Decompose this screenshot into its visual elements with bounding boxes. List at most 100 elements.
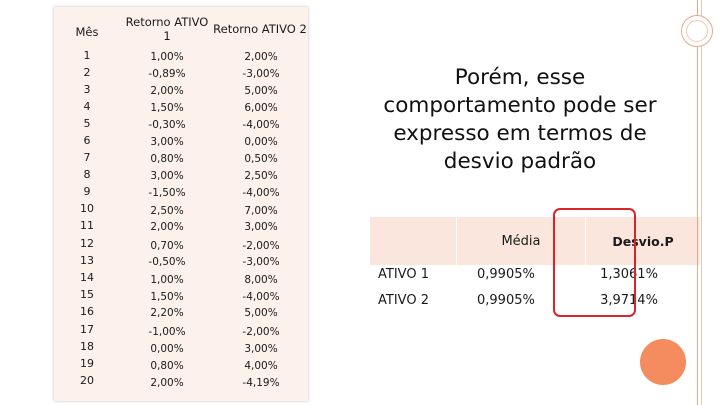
summary-header-media: Média <box>457 217 585 265</box>
headline-line: comportamento pode ser <box>383 93 657 118</box>
cell-mes: 16 <box>80 305 94 318</box>
cell-mes: 14 <box>80 271 94 284</box>
headline-line: Porém, esse <box>454 65 586 90</box>
cell-ativo1: -0,30% <box>148 119 186 131</box>
cell-ativo2: 5,00% <box>244 307 278 319</box>
table-row: 4 1,50% 6,00% <box>54 100 308 117</box>
cell-ativo1: 1,50% <box>150 102 184 114</box>
cell-mes: 3 <box>83 83 91 96</box>
decorative-line <box>701 0 702 405</box>
decorative-dot-icon <box>640 339 686 385</box>
cell-ativo2: -3,00% <box>242 68 280 80</box>
cell-ativo2: 6,00% <box>244 102 278 114</box>
table-row: 18 0,00% 3,00% <box>54 340 308 357</box>
cell-mes: 15 <box>80 288 94 301</box>
summary-header-desvio-label: Desvio.P <box>612 234 674 249</box>
cell-mes: 1 <box>83 49 91 62</box>
decorative-ring-icon <box>681 15 713 47</box>
table-row: 9 -1,50% -4,00% <box>54 185 308 202</box>
table-row: 11 2,00% 3,00% <box>54 219 308 236</box>
table-row: 7 0,80% 0,50% <box>54 151 308 168</box>
summary-header-blank <box>370 217 456 265</box>
header-ativo1-line2: 1 <box>163 29 171 43</box>
cell-ativo1: 0,80% <box>150 153 184 165</box>
cell-ativo1: 1,00% <box>150 51 184 63</box>
header-ativo2: Retorno ATIVO 2 <box>213 22 307 36</box>
cell-ativo2: 8,00% <box>244 274 278 286</box>
cell-ativo2: 5,00% <box>244 85 278 97</box>
cell-mes: 12 <box>80 237 94 250</box>
cell-ativo1: -0,89% <box>148 68 186 80</box>
cell-ativo2: -4,00% <box>242 119 280 131</box>
table-row: 19 0,80% 4,00% <box>54 357 308 374</box>
summary-row: ATIVO 1 0,9905% 1,3061% <box>370 263 700 289</box>
summary-table: Média Desvio.P ATIVO 1 0,9905% 1,3061% A… <box>370 215 700 315</box>
cell-mes: 9 <box>83 185 91 198</box>
table-row: 8 3,00% 2,50% <box>54 168 308 185</box>
cell-ativo1: 1,50% <box>150 291 184 303</box>
summary-row-desvio: 1,3061% <box>600 267 658 282</box>
table-row: 10 2,50% 7,00% <box>54 202 308 219</box>
cell-ativo2: -2,00% <box>242 240 280 252</box>
header-mes: Mês <box>75 25 99 39</box>
cell-ativo1: 2,50% <box>150 205 184 217</box>
cell-ativo1: 2,00% <box>150 377 184 389</box>
cell-mes: 7 <box>83 151 91 164</box>
returns-table: Mês Retorno ATIVO 1 Retorno ATIVO 2 1 1,… <box>54 7 308 401</box>
header-ativo1: Retorno ATIVO 1 <box>124 15 210 43</box>
cell-mes: 6 <box>83 134 91 147</box>
table-row: 3 2,00% 5,00% <box>54 83 308 100</box>
table-row: 13 -0,50% -3,00% <box>54 254 308 271</box>
cell-ativo1: -0,50% <box>148 256 186 268</box>
cell-ativo2: -4,19% <box>242 377 280 389</box>
table-row: 6 3,00% 0,00% <box>54 134 308 151</box>
cell-ativo2: 0,50% <box>244 153 278 165</box>
cell-ativo2: 3,00% <box>244 221 278 233</box>
cell-mes: 17 <box>80 323 94 336</box>
cell-ativo2: 4,00% <box>244 360 278 372</box>
cell-mes: 13 <box>80 254 94 267</box>
table-row: 1 1,00% 2,00% <box>54 49 308 66</box>
cell-ativo2: -3,00% <box>242 256 280 268</box>
cell-mes: 10 <box>80 202 94 215</box>
cell-ativo1: -1,00% <box>148 326 186 338</box>
cell-ativo1: 3,00% <box>150 170 184 182</box>
cell-mes: 4 <box>83 100 91 113</box>
cell-ativo1: 0,80% <box>150 360 184 372</box>
cell-ativo1: 2,00% <box>150 221 184 233</box>
cell-mes: 8 <box>83 168 91 181</box>
cell-mes: 11 <box>80 219 94 232</box>
summary-row: ATIVO 2 0,9905% 3,9714% <box>370 289 700 315</box>
cell-ativo2: 2,50% <box>244 170 278 182</box>
table-row: 20 2,00% -4,19% <box>54 374 308 391</box>
headline-line: expresso em termos de <box>393 121 647 146</box>
table-row: 12 0,70% -2,00% <box>54 237 308 254</box>
cell-mes: 18 <box>80 340 94 353</box>
table-row: 15 1,50% -4,00% <box>54 288 308 305</box>
decorative-line <box>697 0 698 405</box>
cell-ativo2: 7,00% <box>244 205 278 217</box>
summary-row-label: ATIVO 1 <box>378 267 429 282</box>
returns-table-header: Mês Retorno ATIVO 1 Retorno ATIVO 2 <box>54 15 308 47</box>
table-row: 14 1,00% 8,00% <box>54 271 308 288</box>
cell-ativo2: 2,00% <box>244 51 278 63</box>
cell-ativo2: 0,00% <box>244 136 278 148</box>
cell-ativo1: 1,00% <box>150 274 184 286</box>
cell-ativo2: -4,00% <box>242 187 280 199</box>
summary-header-desvio: Desvio.P <box>586 217 700 265</box>
cell-ativo2: -2,00% <box>242 326 280 338</box>
summary-row-desvio: 3,9714% <box>600 293 658 308</box>
cell-ativo1: 2,20% <box>150 307 184 319</box>
cell-ativo1: 0,70% <box>150 240 184 252</box>
summary-header-media-label: Média <box>501 234 541 249</box>
headline-text: Porém, esse comportamento pode ser expre… <box>360 64 680 176</box>
cell-ativo1: 3,00% <box>150 136 184 148</box>
desvio-highlight-box <box>553 208 636 317</box>
cell-mes: 19 <box>80 357 94 370</box>
table-row: 16 2,20% 5,00% <box>54 305 308 322</box>
cell-ativo2: 3,00% <box>244 343 278 355</box>
table-row: 5 -0,30% -4,00% <box>54 117 308 134</box>
cell-mes: 2 <box>83 66 91 79</box>
header-ativo1-line1: Retorno ATIVO <box>125 15 209 29</box>
cell-ativo1: 2,00% <box>150 85 184 97</box>
